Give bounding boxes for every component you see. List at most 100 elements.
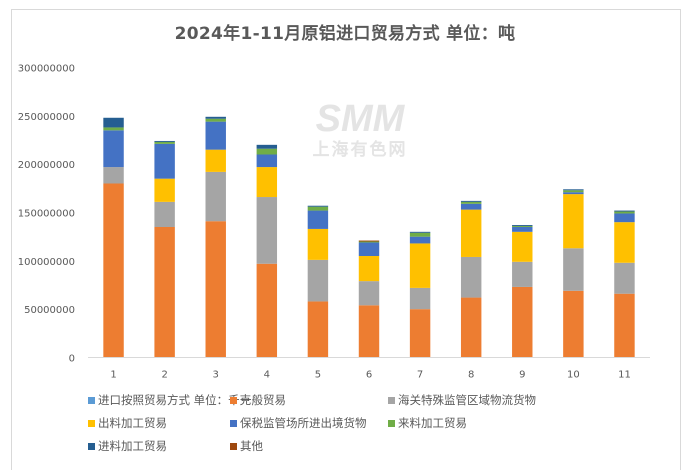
bar-segment bbox=[409, 232, 431, 237]
bar-segment bbox=[154, 141, 175, 144]
legend-label: 来料加工贸易 bbox=[398, 416, 467, 430]
bar-segment bbox=[563, 190, 584, 193]
bar-segment bbox=[154, 143, 175, 179]
legend-label: 进口按照贸易方式 单位：千克 bbox=[98, 393, 252, 407]
bar-segment bbox=[154, 140, 175, 142]
bar-segment bbox=[307, 228, 329, 260]
y-tick-label: 150000000 bbox=[18, 209, 75, 220]
legend-swatch bbox=[230, 442, 237, 450]
bar-segment bbox=[256, 154, 278, 168]
legend-swatch bbox=[88, 442, 95, 450]
bar-segment bbox=[460, 200, 482, 202]
bar-segment bbox=[614, 222, 635, 263]
y-tick-label: 0 bbox=[69, 354, 75, 365]
bar-segment bbox=[307, 301, 329, 358]
y-tick-label: 300000000 bbox=[18, 64, 75, 75]
bar-segment bbox=[307, 206, 329, 211]
bar-segment bbox=[512, 286, 533, 358]
bar-segment bbox=[103, 130, 124, 168]
bar-segment bbox=[563, 189, 584, 191]
watermark-logo: SMM bbox=[316, 98, 406, 140]
y-tick-label: 250000000 bbox=[18, 112, 75, 123]
x-tick-label: 9 bbox=[519, 370, 525, 381]
y-tick-label: 200000000 bbox=[18, 160, 75, 171]
bar-segment bbox=[512, 226, 533, 227]
x-tick-label: 3 bbox=[213, 370, 219, 381]
bar-segment bbox=[614, 211, 635, 214]
bar-segment bbox=[409, 236, 431, 244]
bar-segment bbox=[256, 263, 278, 358]
legend-item: 海关特殊监管区域物流货物 bbox=[388, 392, 536, 408]
bar-segment bbox=[205, 118, 226, 122]
bar-segment bbox=[563, 248, 584, 291]
legend-swatch bbox=[88, 396, 95, 404]
bar-segment bbox=[256, 167, 278, 198]
bar-segment bbox=[256, 144, 278, 149]
legend-item: 进口按照贸易方式 单位：千克 bbox=[88, 392, 251, 408]
bar-segment bbox=[512, 225, 533, 227]
legend-label: 出料加工贸易 bbox=[98, 416, 167, 430]
y-axis: 0 50000000 100000000 150000000 200000000 2500… bbox=[18, 64, 75, 365]
bar-segment bbox=[614, 262, 635, 294]
legend-swatch bbox=[388, 396, 395, 404]
bar-segment bbox=[614, 210, 635, 212]
bar-segment bbox=[154, 201, 175, 227]
bar-segment bbox=[103, 117, 124, 128]
legend-swatch bbox=[388, 419, 395, 427]
bar-segment bbox=[460, 256, 482, 298]
chart-title: 2024年1-11月原铝进口贸易方式 单位：吨 bbox=[174, 24, 516, 44]
bar-segment bbox=[154, 227, 175, 358]
watermark-text: 上海有色网 bbox=[313, 139, 408, 160]
legend-item: 来料加工贸易 bbox=[388, 415, 467, 431]
x-tick-label: 2 bbox=[161, 370, 167, 381]
bar-segment bbox=[307, 205, 329, 207]
bar-segment bbox=[358, 256, 380, 282]
x-axis: 1 2 3 4 5 6 7 8 9 10 11 bbox=[110, 370, 630, 381]
legend-swatch bbox=[230, 396, 237, 404]
bar-segment bbox=[460, 203, 482, 210]
y-tick-label: 100000000 bbox=[18, 257, 75, 268]
bars bbox=[103, 116, 635, 358]
bar-segment bbox=[205, 116, 226, 119]
legend-item: 进料加工贸易 bbox=[88, 438, 167, 454]
x-tick-label: 4 bbox=[264, 370, 270, 381]
bar-segment bbox=[358, 240, 380, 242]
legend-item: 保税监管场所进出境货物 bbox=[230, 415, 367, 431]
bar-segment bbox=[460, 297, 482, 358]
bar-segment bbox=[256, 197, 278, 264]
bar-segment bbox=[409, 243, 431, 288]
bar-segment bbox=[563, 194, 584, 249]
bar-segment bbox=[103, 167, 124, 184]
x-tick-label: 7 bbox=[417, 370, 423, 381]
x-tick-label: 11 bbox=[618, 370, 631, 381]
bar-segment bbox=[103, 183, 124, 358]
bar-segment bbox=[614, 293, 635, 358]
legend-swatch bbox=[88, 419, 95, 427]
legend-item: 其他 bbox=[230, 438, 263, 454]
legend-label: 保税监管场所进出境货物 bbox=[240, 416, 367, 430]
bar-segment bbox=[205, 149, 226, 172]
bar-segment bbox=[358, 305, 380, 358]
x-tick-label: 6 bbox=[366, 370, 372, 381]
watermark: SMM 上海有色网 bbox=[313, 98, 408, 160]
x-tick-label: 10 bbox=[567, 370, 580, 381]
bar-segment bbox=[460, 201, 482, 204]
legend-item: 一般贸易 bbox=[230, 392, 286, 408]
bar-segment bbox=[512, 231, 533, 262]
x-tick-label: 8 bbox=[468, 370, 474, 381]
bar-segment bbox=[358, 281, 380, 306]
bar-segment bbox=[307, 210, 329, 229]
legend-label: 进料加工贸易 bbox=[98, 439, 167, 453]
bar-segment bbox=[205, 121, 226, 150]
legend-label: 一般贸易 bbox=[240, 393, 286, 407]
bar-segment bbox=[614, 213, 635, 223]
legend-label: 海关特殊监管区域物流货物 bbox=[398, 393, 536, 407]
bar-segment bbox=[154, 178, 175, 202]
legend-swatch bbox=[230, 419, 237, 427]
bar-segment bbox=[358, 241, 380, 243]
bar-segment bbox=[205, 171, 226, 222]
bar-segment bbox=[409, 287, 431, 310]
bar-segment bbox=[103, 127, 124, 131]
bar-segment bbox=[409, 309, 431, 358]
